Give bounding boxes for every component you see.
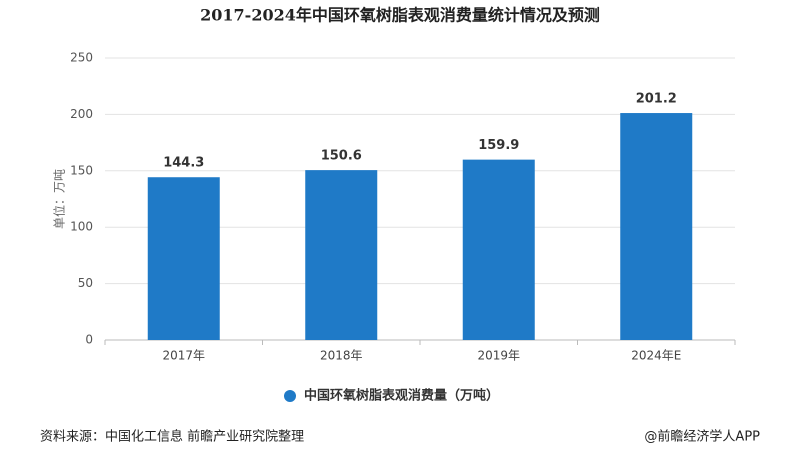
data-label: 150.6 [321,149,362,164]
data-label: 144.3 [163,156,204,171]
y-tick-label: 50 [78,276,93,290]
source-note: 资料来源：中国化工信息 前瞻产业研究院整理 [40,429,304,445]
bar [620,113,693,340]
bar [147,177,220,340]
y-tick-label: 200 [70,107,93,121]
y-tick-label: 250 [70,51,93,65]
bar [305,170,378,340]
y-tick-label: 0 [85,333,93,347]
legend-marker [284,390,296,402]
credit: @前瞻经济学人APP [644,429,760,445]
legend-label: 中国环氧树脂表观消费量（万吨） [304,388,499,404]
y-tick-label: 150 [70,163,93,177]
chart-title: 2017-2024年中国环氧树脂表观消费量统计情况及预测 [200,6,600,25]
x-tick-label: 2017年 [162,349,205,363]
data-label: 159.9 [478,138,519,153]
data-label: 201.2 [636,92,677,107]
x-tick-label: 2024年E [631,349,681,363]
x-tick-label: 2018年 [320,349,363,363]
bar [462,159,535,340]
y-axis-label: 单位：万吨 [52,169,67,229]
x-tick-label: 2019年 [477,349,520,363]
y-tick-label: 100 [70,220,93,234]
